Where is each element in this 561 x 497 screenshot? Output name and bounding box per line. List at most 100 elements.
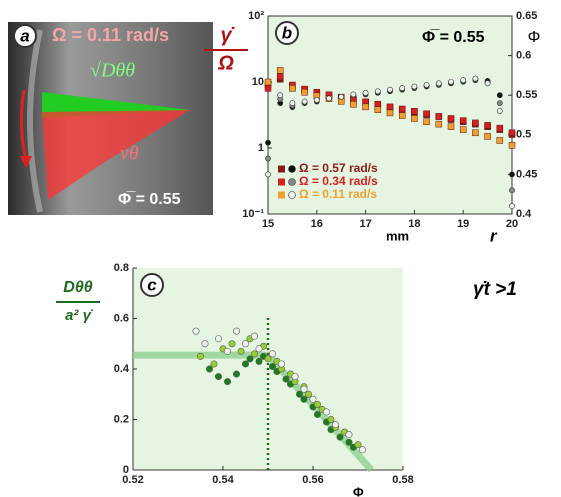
data-point (201, 340, 209, 348)
x-tick-label: 0.56 (302, 474, 323, 486)
data-point (215, 335, 223, 343)
y2-tick-label: 0.5 (516, 129, 531, 141)
rate-marker (374, 101, 382, 108)
data-point (215, 373, 223, 381)
data-point (291, 373, 299, 381)
x-label: mm (386, 228, 409, 243)
y-tick-label: 0.6 (114, 312, 129, 324)
x-tick-label: 17 (359, 218, 371, 230)
data-point (309, 395, 317, 403)
y-tick-label: 0.2 (114, 413, 129, 425)
data-point (264, 355, 272, 363)
fit-line (133, 351, 375, 473)
x-label-symbol: r (490, 226, 498, 245)
phi-marker (435, 80, 442, 87)
data-point (228, 340, 236, 348)
legend-square (278, 191, 285, 199)
panel-label: c (147, 275, 157, 294)
phi-marker (496, 108, 503, 114)
rotation-arrow (19, 89, 28, 161)
velocity-wedge (42, 110, 190, 200)
phi-marker (496, 92, 503, 99)
data-point (304, 390, 312, 398)
rate-marker (459, 126, 467, 133)
data-point (336, 433, 344, 441)
data-point (251, 332, 259, 340)
legend-label: Ω = 0.34 rad/s (299, 174, 378, 188)
x-tick-label: 18 (408, 218, 420, 230)
data-point (251, 350, 259, 358)
x-tick-label: 15 (262, 218, 274, 230)
data-point (277, 360, 285, 368)
phi-marker (362, 89, 369, 96)
data-point (300, 385, 308, 393)
phi-marker (265, 155, 271, 162)
phi-marker (484, 80, 491, 87)
phi-marker (301, 98, 308, 105)
phi-marker (265, 139, 271, 146)
rate-marker (411, 115, 418, 122)
panel-badge (13, 24, 37, 48)
velocity-label: vθ (120, 143, 139, 165)
y2-tick-label: 0.55 (516, 89, 537, 101)
rate-marker (496, 137, 504, 144)
rate-marker (484, 122, 491, 129)
x-tick-label: 0.58 (392, 474, 413, 486)
phi-marker (313, 97, 320, 103)
y-label-top: Dθθ (63, 279, 92, 296)
data-point (242, 360, 250, 368)
rate-marker (484, 133, 491, 140)
x-tick-label: 0.52 (122, 474, 143, 486)
rate-marker (386, 103, 394, 111)
data-point (268, 362, 276, 370)
data-point (354, 441, 362, 449)
x-tick-label: 0.54 (212, 474, 234, 486)
data-point (206, 365, 214, 373)
y-tick-label: 0 (123, 464, 129, 476)
data-point (313, 410, 321, 418)
data-point (192, 327, 200, 335)
data-point (233, 327, 241, 335)
rate-marker (508, 129, 516, 137)
phi-marker (472, 75, 479, 82)
data-point (224, 378, 232, 386)
data-point (246, 355, 254, 363)
panel-badge (275, 21, 299, 45)
rate-marker (496, 124, 504, 132)
phi-marker (509, 171, 515, 178)
x-tick-label: 20 (506, 218, 518, 230)
x-tick-label: 16 (311, 218, 323, 230)
y-tick-label: 10⁻¹ (242, 208, 264, 220)
phi-marker (374, 88, 381, 95)
data-point (331, 421, 339, 429)
omega-label: Ω = 0.11 rad/s (52, 25, 169, 45)
panel-label: b (282, 23, 292, 42)
wall (27, 29, 43, 213)
legend-circle (288, 165, 296, 173)
phi-marker (277, 92, 284, 99)
phi-marker (509, 187, 515, 194)
data-point (322, 408, 330, 416)
data-point (268, 350, 276, 358)
rate-marker (398, 112, 406, 119)
phi-marker (496, 100, 503, 107)
rate-marker (435, 113, 443, 120)
phi-marker (289, 100, 296, 107)
legend-circle (288, 178, 296, 186)
phi-marker (338, 93, 345, 100)
rate-marker (508, 142, 516, 149)
data-point (282, 375, 290, 383)
phi-marker (399, 85, 406, 91)
phi-marker (387, 86, 393, 93)
phi-marker (448, 78, 454, 85)
data-point (242, 340, 250, 348)
rate-marker (423, 110, 430, 118)
y-tick-label: 1 (258, 142, 264, 154)
data-point (327, 415, 335, 423)
rate-marker (350, 101, 357, 108)
y-tick-label: 10 (252, 76, 264, 88)
rate-marker (264, 78, 272, 86)
diffusion-label: √Dθθ (90, 60, 135, 82)
rate-marker (472, 119, 479, 127)
rate-marker (423, 118, 430, 125)
